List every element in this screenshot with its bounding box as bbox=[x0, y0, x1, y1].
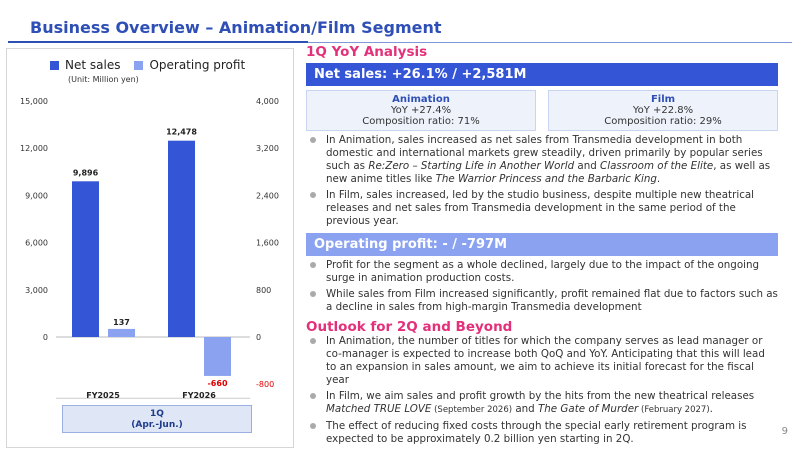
chart-panel bbox=[6, 48, 294, 448]
unit-label: (Unit: Million yen) bbox=[68, 75, 139, 84]
profit-bullet: While sales from Film increased signific… bbox=[306, 288, 778, 314]
profit-bullet: Profit for the segment as a whole declin… bbox=[306, 259, 778, 285]
segment-animation-ratio: Composition ratio: 71% bbox=[362, 116, 480, 127]
segment-film-name: Film bbox=[650, 94, 676, 105]
title-rule-accent bbox=[8, 41, 308, 43]
yoy-heading: 1Q YoY Analysis bbox=[306, 44, 428, 60]
period-box: 1Q (Apr.-Jun.) bbox=[62, 405, 252, 433]
net-sales-bar bbox=[168, 140, 195, 337]
outlook-heading: Outlook for 2Q and Beyond bbox=[306, 319, 513, 335]
operating-profit-bar bbox=[204, 337, 231, 376]
left-axis-tick-label: 0 bbox=[43, 333, 48, 342]
page-number: 9 bbox=[781, 426, 788, 437]
release-date: (February 2027) bbox=[638, 405, 710, 415]
outlook-bullet-animation: In Animation, the number of titles for w… bbox=[306, 335, 778, 387]
chart-legend: Net sales Operating profit bbox=[50, 58, 259, 72]
right-axis-tick-label: 3,200 bbox=[256, 144, 279, 153]
left-axis-tick-label: 9,000 bbox=[25, 191, 48, 200]
left-axis-tick-label: 12,000 bbox=[20, 144, 48, 153]
title-matched-true-love: Matched TRUE LOVE bbox=[326, 403, 432, 415]
right-axis-tick-label: 800 bbox=[256, 286, 271, 295]
right-axis-tick-label: 0 bbox=[256, 333, 261, 342]
legend-net-sales-label: Net sales bbox=[65, 58, 121, 72]
net-sales-bar bbox=[72, 181, 99, 337]
release-date: (September 2026) bbox=[431, 405, 513, 415]
right-axis-tick-label: 1,600 bbox=[256, 239, 279, 248]
right-axis-tick-label: 4,000 bbox=[256, 97, 279, 106]
net-sales-data-label: 9,896 bbox=[73, 168, 99, 177]
title-rezero: Re:Zero – Starting Life in Another World bbox=[368, 160, 575, 172]
legend-profit-label: Operating profit bbox=[149, 58, 246, 72]
segment-film-ratio: Composition ratio: 29% bbox=[604, 116, 722, 127]
right-axis-tick-label: -800 bbox=[256, 380, 274, 389]
segment-animation: Animation YoY +27.4% Composition ratio: … bbox=[306, 90, 536, 131]
operating-profit-bar bbox=[108, 328, 135, 337]
sales-bullet-animation: In Animation, sales increased as net sal… bbox=[306, 134, 778, 186]
left-axis-tick-label: 6,000 bbox=[25, 239, 48, 248]
analysis-column: 1Q YoY Analysis Net sales: +26.1% / +2,5… bbox=[306, 44, 778, 446]
bar-chart: 0 3,000 6,000 9,000 12,000 15,000 -800 0 800 1,60… bbox=[20, 97, 279, 400]
profit-bullets: Profit for the segment as a whole declin… bbox=[306, 259, 778, 314]
legend-profit-swatch bbox=[134, 60, 144, 70]
title-warrior-princess: The Warrior Princess and the Barbaric Ki… bbox=[435, 173, 657, 185]
category-label: FY2025 bbox=[86, 391, 120, 400]
period-quarter: 1Q bbox=[150, 409, 164, 419]
title-classroom: Classroom of the Elite bbox=[600, 160, 714, 172]
left-axis-tick-label: 15,000 bbox=[20, 97, 48, 106]
text: and bbox=[574, 160, 601, 172]
text: . bbox=[709, 403, 713, 415]
title-gate-of-murder: The Gate of Murder bbox=[537, 403, 639, 415]
legend-net-sales-swatch bbox=[50, 60, 59, 70]
title-rule bbox=[8, 42, 792, 43]
text: , as well as new anime titles like bbox=[326, 160, 771, 185]
left-axis-tick-label: 3,000 bbox=[25, 286, 48, 295]
category-label: FY2026 bbox=[182, 391, 216, 400]
legend-net-sales: Net sales bbox=[50, 58, 120, 72]
text: In Film, we aim sales and profit growth … bbox=[326, 390, 755, 402]
outlook-bullets: In Animation, the number of titles for w… bbox=[306, 335, 778, 446]
legend-operating-profit: Operating profit bbox=[134, 58, 245, 72]
sales-bullet-film: In Film, sales increased, led by the stu… bbox=[306, 189, 778, 228]
right-axis-tick-label: 2,400 bbox=[256, 191, 279, 200]
segment-animation-yoy: YoY +27.4% bbox=[390, 105, 452, 116]
segment-film-yoy: YoY +22.8% bbox=[632, 105, 694, 116]
outlook-bullet-cost: The effect of reducing fixed costs throu… bbox=[306, 420, 778, 446]
text: and bbox=[512, 403, 538, 415]
period-range: (Apr.-Jun.) bbox=[131, 420, 183, 430]
operating-profit-data-label: -660 bbox=[207, 379, 227, 388]
outlook-bullet-film: In Film, we aim sales and profit growth … bbox=[306, 390, 778, 417]
segment-row: Animation YoY +27.4% Composition ratio: … bbox=[306, 90, 778, 131]
segment-animation-name: Animation bbox=[392, 94, 450, 105]
operating-profit-band: Operating profit: - / -797M bbox=[306, 233, 778, 256]
text: In Animation, sales increased as net sal… bbox=[326, 134, 763, 172]
page-title: Business Overview – Animation/Film Segme… bbox=[30, 18, 442, 37]
segment-film: Film YoY +22.8% Composition ratio: 29% bbox=[548, 90, 778, 131]
net-sales-band: Net sales: +26.1% / +2,581M bbox=[306, 63, 778, 86]
sales-bullets: In Animation, sales increased as net sal… bbox=[306, 134, 778, 228]
operating-profit-data-label: 137 bbox=[113, 318, 130, 327]
text: . bbox=[656, 173, 661, 185]
net-sales-data-label: 12,478 bbox=[166, 128, 197, 137]
